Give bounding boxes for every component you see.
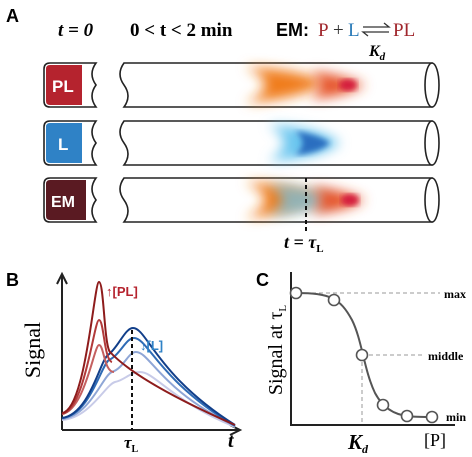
time-marker-sub: L: [316, 243, 323, 255]
tube-label: L: [58, 135, 68, 154]
points: [289, 286, 439, 424]
x-tick: Kd: [347, 430, 369, 456]
tube-label: PL: [52, 77, 74, 96]
signal-curves: [61, 280, 236, 428]
x-label: [P]: [424, 430, 446, 450]
guides: [291, 292, 440, 425]
eq-l: L: [348, 20, 360, 41]
panel-label: A: [6, 6, 19, 26]
pl-label: ↑[PL]: [106, 284, 138, 299]
tube-row-em: [43, 177, 440, 232]
eq-p: P: [318, 20, 329, 41]
axes: [290, 272, 455, 426]
level-label: min: [446, 410, 466, 424]
eq-plus: +: [333, 20, 344, 41]
tube-row-l: [43, 120, 440, 166]
tube-row-pl: [43, 62, 440, 108]
y-label-text: Signal at τ: [265, 312, 287, 396]
x-label: t: [228, 430, 235, 452]
time-marker-text: t = τ: [284, 232, 317, 252]
x-tick-text: τ: [124, 433, 132, 452]
tube-label: EM: [51, 194, 75, 211]
x-tick-text: K: [347, 430, 364, 454]
y-label: Signal at τL: [265, 305, 289, 396]
y-label-sub: L: [277, 305, 289, 312]
panel-label: B: [6, 270, 19, 290]
eq-kd: Kd: [368, 43, 386, 63]
header-em: EM:: [276, 20, 309, 40]
time-marker: t = τL: [284, 232, 324, 255]
header-t0: t = 0: [58, 20, 94, 41]
l-label: ↓[L]: [140, 338, 163, 353]
equilibrium-arrows: [361, 22, 391, 37]
eq-pl: PL: [393, 20, 415, 41]
header-window: 0 < t < 2 min: [130, 20, 233, 41]
panel-label: C: [256, 270, 269, 290]
level-label: max: [444, 287, 466, 301]
eq-k: K: [368, 43, 381, 60]
level-label: middle: [428, 349, 464, 363]
x-tick: τL: [124, 433, 139, 455]
x-tick-sub: d: [362, 442, 369, 456]
eq-d: d: [380, 51, 386, 63]
x-tick-sub: L: [132, 444, 139, 455]
y-label: Signal: [20, 322, 45, 378]
